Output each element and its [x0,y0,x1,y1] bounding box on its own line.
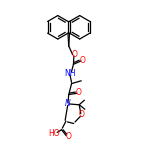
Text: O: O [72,50,77,59]
Text: O: O [65,132,71,141]
Text: N: N [65,99,71,108]
Text: O: O [78,110,84,119]
Text: HO: HO [48,129,60,138]
Text: NH: NH [64,69,76,78]
Text: O: O [80,56,86,65]
Text: O: O [76,88,82,98]
